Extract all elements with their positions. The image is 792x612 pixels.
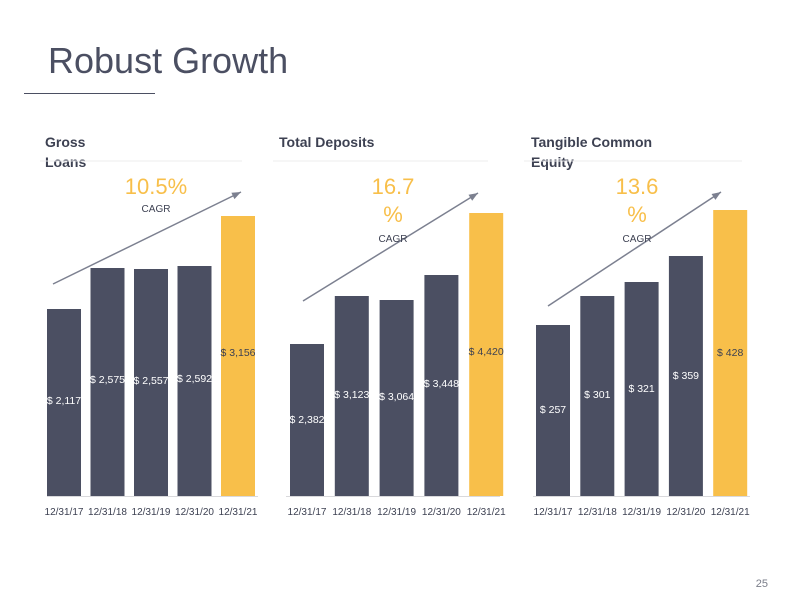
chart2-x-tick-label: 12/31/19: [377, 507, 416, 518]
chart1-x-tick-label: 12/31/20: [175, 507, 214, 518]
page-number: 25: [755, 578, 768, 590]
chart2-bar: [379, 300, 414, 496]
chart1-title: Gross Loans: [45, 134, 86, 170]
chart3-bar: [580, 296, 615, 496]
chart1-x-tick-label: 12/31/18: [88, 507, 127, 518]
chart1-bar-label: $ 2,592: [177, 373, 212, 385]
chart1-bar: [47, 309, 81, 496]
chart3-bar-label: $ 321: [628, 383, 654, 395]
chart3-trend-arrow-head: [711, 192, 721, 200]
title-underline: [24, 93, 155, 94]
chart3-bar-label: $ 359: [673, 370, 699, 382]
chart3-x-tick-label: 12/31/20: [666, 507, 705, 518]
chart2-bar-label: $ 2,382: [289, 414, 324, 426]
chart3-trend-arrow-line: [547, 191, 722, 307]
chart2-bar-label: $ 3,448: [424, 378, 459, 390]
chart2-bar-label: $ 4,420: [469, 346, 504, 358]
chart1-bar: [134, 269, 168, 496]
chart3-bar-label: $ 257: [540, 404, 566, 416]
chart3-x-tick-label: 12/31/21: [711, 507, 750, 518]
chart3-bar-label: $ 428: [717, 347, 743, 359]
chart1-bar: [90, 268, 125, 496]
chart1-bar-label: $ 2,117: [47, 395, 81, 407]
chart3-x-tick-label: 12/31/17: [534, 507, 573, 518]
chart1-bar: [177, 266, 212, 496]
chart2-bar: [424, 275, 459, 496]
chart1-trend-arrow-head: [231, 192, 241, 200]
chart2-trend-arrow-line: [302, 192, 479, 302]
chart2-cagr-value: %: [383, 202, 403, 227]
chart2-x-tick-label: 12/31/20: [422, 507, 461, 518]
chart1-bar-label: $ 2,575: [90, 374, 125, 386]
chart2-x-tick-label: 12/31/17: [288, 507, 327, 518]
chart3-bar: [668, 256, 703, 496]
chart3-x-tick-label: 12/31/19: [622, 507, 661, 518]
chart3-cagr-value: %: [627, 202, 647, 227]
chart1-bar: [221, 216, 255, 496]
page-title: Robust Growth: [48, 40, 289, 81]
chart1-x-tick-label: 12/31/21: [219, 507, 258, 518]
chart2-bar: [290, 344, 324, 496]
chart3-cagr-label: CAGR: [623, 234, 652, 245]
chart2-bar-label: $ 3,064: [379, 391, 414, 403]
chart2-cagr-label: CAGR: [379, 234, 408, 245]
chart2-bar-label: $ 3,123: [334, 389, 369, 401]
chart3-title: Tangible Common Equity: [531, 134, 652, 170]
chart3-cagr-value: 13.6: [616, 174, 659, 199]
chart1-cagr-label: CAGR: [142, 204, 171, 215]
chart1-x-tick-label: 12/31/17: [45, 507, 84, 518]
chart2-x-tick-label: 12/31/21: [467, 507, 506, 518]
chart1-trend-arrow-line: [52, 191, 242, 285]
chart1-bar-label: $ 2,557: [133, 375, 168, 387]
chart1-bar-label: $ 3,156: [220, 347, 255, 359]
chart2-cagr-value: 16.7: [372, 174, 415, 199]
chart2-bar: [469, 213, 504, 496]
chart3-x-tick-label: 12/31/18: [578, 507, 617, 518]
chart3-bar: [713, 210, 748, 496]
chart1-x-tick-label: 12/31/19: [132, 507, 171, 518]
chart2-x-tick-label: 12/31/18: [332, 507, 371, 518]
chart1-cagr-value: 10.5%: [125, 174, 187, 199]
chart2-trend-arrow-head: [468, 193, 478, 201]
chart3-bar: [624, 282, 659, 496]
chart3-bar-label: $ 301: [584, 389, 610, 401]
chart2-bar: [334, 296, 369, 496]
chart2-title: Total Deposits: [279, 134, 375, 150]
chart3-bar: [536, 325, 570, 496]
